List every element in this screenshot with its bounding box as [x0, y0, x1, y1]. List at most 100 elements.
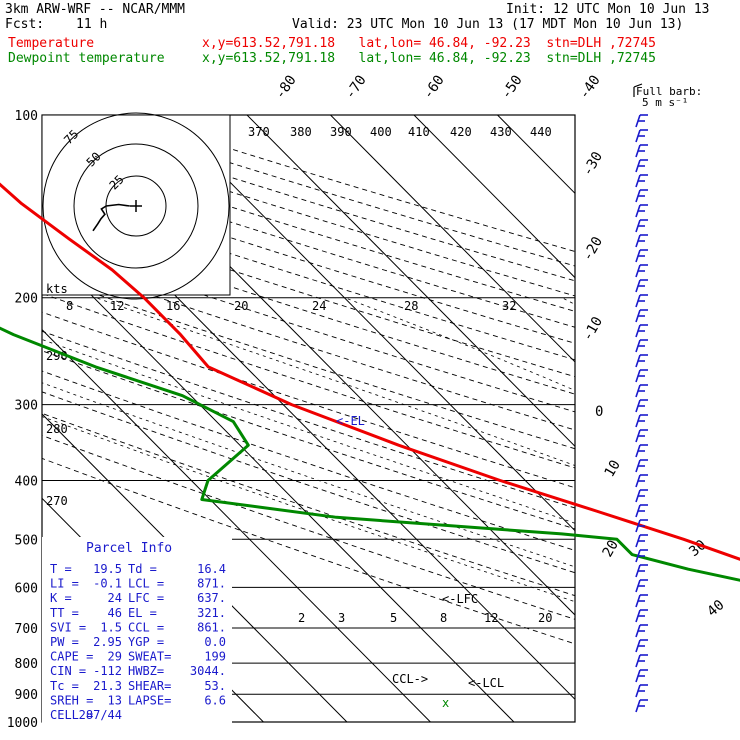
pressure-tick-label: 1000	[7, 716, 38, 731]
parcel-info-title: Parcel Info	[86, 541, 172, 556]
parcel-info-value: 19.5	[93, 562, 122, 576]
hodograph-ring	[73, 143, 199, 269]
mixing-ratio-label: 12	[484, 611, 498, 625]
parcel-info-key: TT =	[50, 606, 79, 620]
lfc-marker: <-LFC	[442, 592, 478, 606]
dry-adiabat-label: 440	[530, 125, 552, 139]
hodograph-speed-label: kts	[46, 282, 68, 296]
dry-adiabat-label: 430	[490, 125, 512, 139]
forecast-label: Fcst:	[5, 17, 45, 32]
model-title: 3km ARW-WRF -- NCAR/MMM	[5, 2, 186, 17]
isotherm-label: 20	[600, 537, 622, 560]
isotherm-line	[497, 115, 575, 194]
isotherm-label: -50	[498, 72, 526, 102]
parcel-info-value: 29	[108, 650, 122, 664]
parcel-info-value: 199	[204, 650, 226, 664]
parcel-info-value: 871.	[197, 577, 226, 591]
parcel-info-key: HWBZ=	[128, 664, 164, 678]
isotherm-label: -30	[580, 149, 607, 179]
dry-adiabat-label: 390	[330, 125, 352, 139]
hodograph-ring	[42, 112, 230, 300]
pressure-tick-label: 800	[15, 657, 38, 672]
isotherm-line	[581, 115, 740, 722]
moist-adiabat-line	[42, 382, 575, 568]
parcel-info-key: Tc =	[50, 679, 79, 693]
valid-time: Valid: 23 UTC Mon 10 Jun 13 (17 MDT Mon …	[292, 17, 684, 32]
mixing-ratio-label: 32	[502, 299, 516, 313]
wind-legend-label: Full barb:	[636, 85, 702, 98]
pressure-tick-label: 600	[15, 581, 38, 596]
parcel-info-key: YGP =	[128, 635, 164, 649]
dry-adiabat-label: 400	[370, 125, 392, 139]
isotherm-line	[246, 115, 575, 448]
parcel-info-key: LCL =	[128, 577, 164, 591]
init-time: Init: 12 UTC Mon 10 Jun 13	[506, 2, 710, 17]
parcel-info-value: 6.6	[204, 693, 226, 707]
forecast-hour: 11 h	[76, 17, 108, 32]
isotherm-label: -10	[580, 314, 607, 344]
parcel-info-key: CAPE =	[50, 650, 93, 664]
parcel-info-key: SVI =	[50, 620, 86, 634]
parcel-info-key: T =	[50, 562, 72, 576]
dry-adiabat-label: 370	[248, 125, 270, 139]
isotherm-line	[330, 115, 575, 363]
mixing-ratio-label: 8	[66, 299, 73, 313]
parcel-info-key: EL =	[128, 606, 157, 620]
mixing-ratio-label: 2	[298, 611, 305, 625]
wind-legend-units: 5 m s⁻¹	[642, 96, 688, 109]
parcel-info-value: 637.	[197, 591, 226, 605]
mixing-ratio-label: 3	[338, 611, 345, 625]
isotherm-line	[163, 115, 575, 532]
parcel-info-key: CELL =	[50, 708, 93, 722]
mixing-ratio-label: 20	[234, 299, 248, 313]
wind-legend-barb	[633, 83, 643, 88]
mixing-ratio-label: 12	[110, 299, 124, 313]
parcel-info-key: SREH =	[50, 693, 93, 707]
parcel-info-key: LI =	[50, 577, 79, 591]
parcel-info-value: 24	[108, 591, 122, 605]
dry-adiabat-label: 420	[450, 125, 472, 139]
moist-adiabat-line	[42, 339, 575, 524]
parcel-info-key: CCL =	[128, 620, 164, 634]
dry-adiabat-label: 380	[290, 125, 312, 139]
parcel-info-key: SHEAR=	[128, 679, 171, 693]
pressure-tick-label: 300	[15, 399, 38, 414]
parcel-info-value: 21.3	[93, 679, 122, 693]
moist-adiabat-line	[95, 297, 575, 467]
isotherm-label: 0	[595, 404, 603, 420]
parcel-info-value: 0.0	[204, 635, 226, 649]
parcel-info-value: 287/44	[79, 708, 122, 722]
parcel-info-value: 1.5	[100, 620, 122, 634]
dry-adiabat-line	[42, 457, 575, 645]
parcel-info-value: -0.1	[93, 577, 122, 591]
plot-frame	[41, 114, 576, 723]
parcel-info-value: 46	[108, 606, 122, 620]
parcel-info-key: CIN =	[50, 664, 86, 678]
parcel-info-value: 13	[108, 693, 122, 707]
parcel-info-key: K =	[50, 591, 72, 605]
isotherm-label: -80	[272, 72, 300, 102]
mixing-ratio-label: 20	[538, 611, 552, 625]
parcel-info-key: LFC =	[128, 591, 164, 605]
dry-adiabat-line	[42, 350, 575, 530]
isotherm-label: 40	[704, 597, 727, 620]
mixing-ratio-label: 24	[312, 299, 326, 313]
dry-adiabat-label: 280	[46, 422, 68, 436]
parcel-info-key: LAPSE=	[128, 693, 171, 707]
parcel-info-key: PW =	[50, 635, 79, 649]
isotherm-label: -40	[576, 72, 604, 102]
dewpoint-trace	[0, 326, 740, 582]
hodograph-trace	[92, 203, 130, 232]
dry-adiabat-label: 270	[46, 494, 68, 508]
isotherm-line	[42, 328, 431, 722]
parcel-info-value: 3044.	[190, 664, 226, 678]
temperature-legend: Temperature	[8, 36, 95, 51]
isotherm-label: 10	[602, 457, 624, 480]
dewpoint-station-info: x,y=613.52,791.18 lat,lon= 46.84, -92.23…	[202, 51, 656, 66]
dewpoint-legend: Dewpoint temperature	[8, 51, 165, 66]
pressure-tick-label: 500	[15, 533, 38, 548]
lcl-marker: <-LCL	[468, 676, 504, 690]
pressure-tick-label: 400	[15, 474, 38, 489]
temperature-station-info: x,y=613.52,791.18 lat,lon= 46.84, -92.23…	[202, 36, 656, 51]
